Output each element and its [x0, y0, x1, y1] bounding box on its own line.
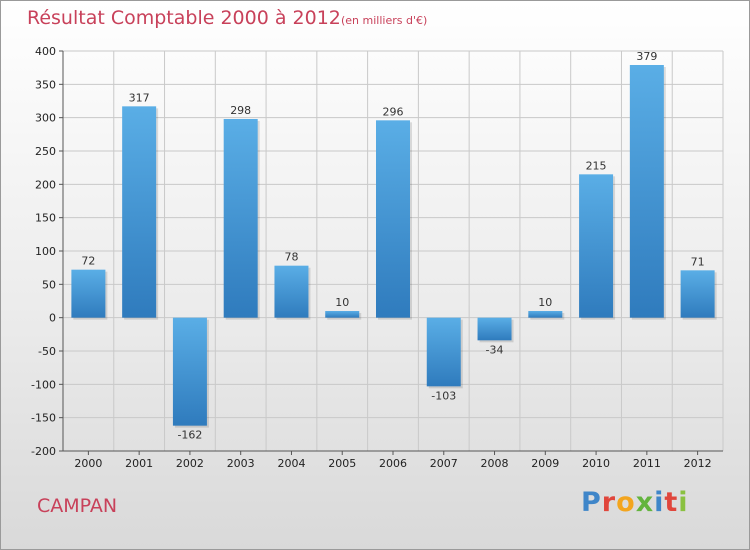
- x-tick-label: 2010: [582, 457, 610, 470]
- proxiti-logo: Proxiti: [581, 487, 689, 518]
- chart-subtitle: (en milliers d'€): [341, 14, 428, 27]
- logo-letter: P: [581, 487, 602, 518]
- bar: [477, 317, 512, 341]
- bar: [122, 106, 157, 318]
- data-label: 215: [586, 159, 607, 172]
- data-label: 317: [129, 91, 150, 104]
- bar: [325, 311, 360, 318]
- y-tick-label: 300: [35, 112, 56, 125]
- x-tick-label: 2009: [531, 457, 559, 470]
- bar: [579, 174, 614, 318]
- bars: [71, 65, 717, 428]
- data-label: 10: [538, 296, 552, 309]
- bar: [274, 265, 309, 318]
- data-label: -34: [486, 343, 504, 356]
- y-tick-label: 350: [35, 78, 56, 91]
- logo-letter: r: [601, 487, 617, 518]
- y-tick-label: 250: [35, 145, 56, 158]
- logo-letter: i: [678, 487, 689, 518]
- bar: [376, 120, 410, 318]
- y-tick-label: -200: [31, 445, 56, 458]
- bar: [426, 317, 461, 387]
- data-label: -103: [431, 389, 456, 402]
- x-tick-label: 2000: [74, 457, 102, 470]
- data-label: 10: [335, 296, 349, 309]
- data-label: 379: [636, 50, 657, 63]
- x-tick-label: 2008: [481, 457, 509, 470]
- x-tick-label: 2002: [176, 457, 204, 470]
- x-tick-label: 2007: [430, 457, 458, 470]
- x-tick-label: 2006: [379, 457, 407, 470]
- data-label: 296: [383, 105, 404, 118]
- logo-letter: o: [616, 487, 636, 518]
- data-label: 72: [81, 255, 95, 268]
- bar: [528, 311, 563, 318]
- x-tick-label: 2004: [277, 457, 305, 470]
- axes: -200 -150 -100 -50 0 50 100 150 200 250 300 350 400 2…: [31, 45, 723, 470]
- bar: [71, 269, 106, 318]
- data-label: 298: [230, 104, 251, 117]
- y-tick-label: -50: [38, 345, 56, 358]
- y-tick-label: -150: [31, 412, 56, 425]
- bar: [172, 317, 207, 426]
- data-label: 78: [284, 251, 298, 264]
- y-tick-label: 150: [35, 212, 56, 225]
- x-tick-label: 2003: [227, 457, 255, 470]
- y-tick-label: 200: [35, 178, 56, 191]
- y-tick-label: 100: [35, 245, 56, 258]
- x-tick-label: 2005: [328, 457, 356, 470]
- bar: [223, 119, 258, 318]
- logo-letter: t: [664, 487, 679, 518]
- chart-title: Résultat Comptable 2000 à 2012: [27, 7, 341, 29]
- data-label: -162: [177, 429, 202, 442]
- y-tick-label: 400: [35, 45, 56, 58]
- data-label: 71: [691, 255, 705, 268]
- bar: [629, 65, 664, 318]
- x-tick-label: 2001: [125, 457, 153, 470]
- y-tick-label: -100: [31, 378, 56, 391]
- x-tick-label: 2012: [684, 457, 712, 470]
- y-tick-label: 0: [49, 312, 56, 325]
- data-labels: 72 317 -162 298 78 10 296 -103 -34 10 215 379 71: [81, 50, 704, 442]
- logo-letter: i: [654, 487, 665, 518]
- place-name: CAMPAN: [37, 495, 118, 517]
- x-tick-label: 2011: [633, 457, 661, 470]
- y-tick-label: 50: [42, 278, 56, 291]
- logo-letter: x: [635, 487, 655, 518]
- bar: [680, 270, 715, 318]
